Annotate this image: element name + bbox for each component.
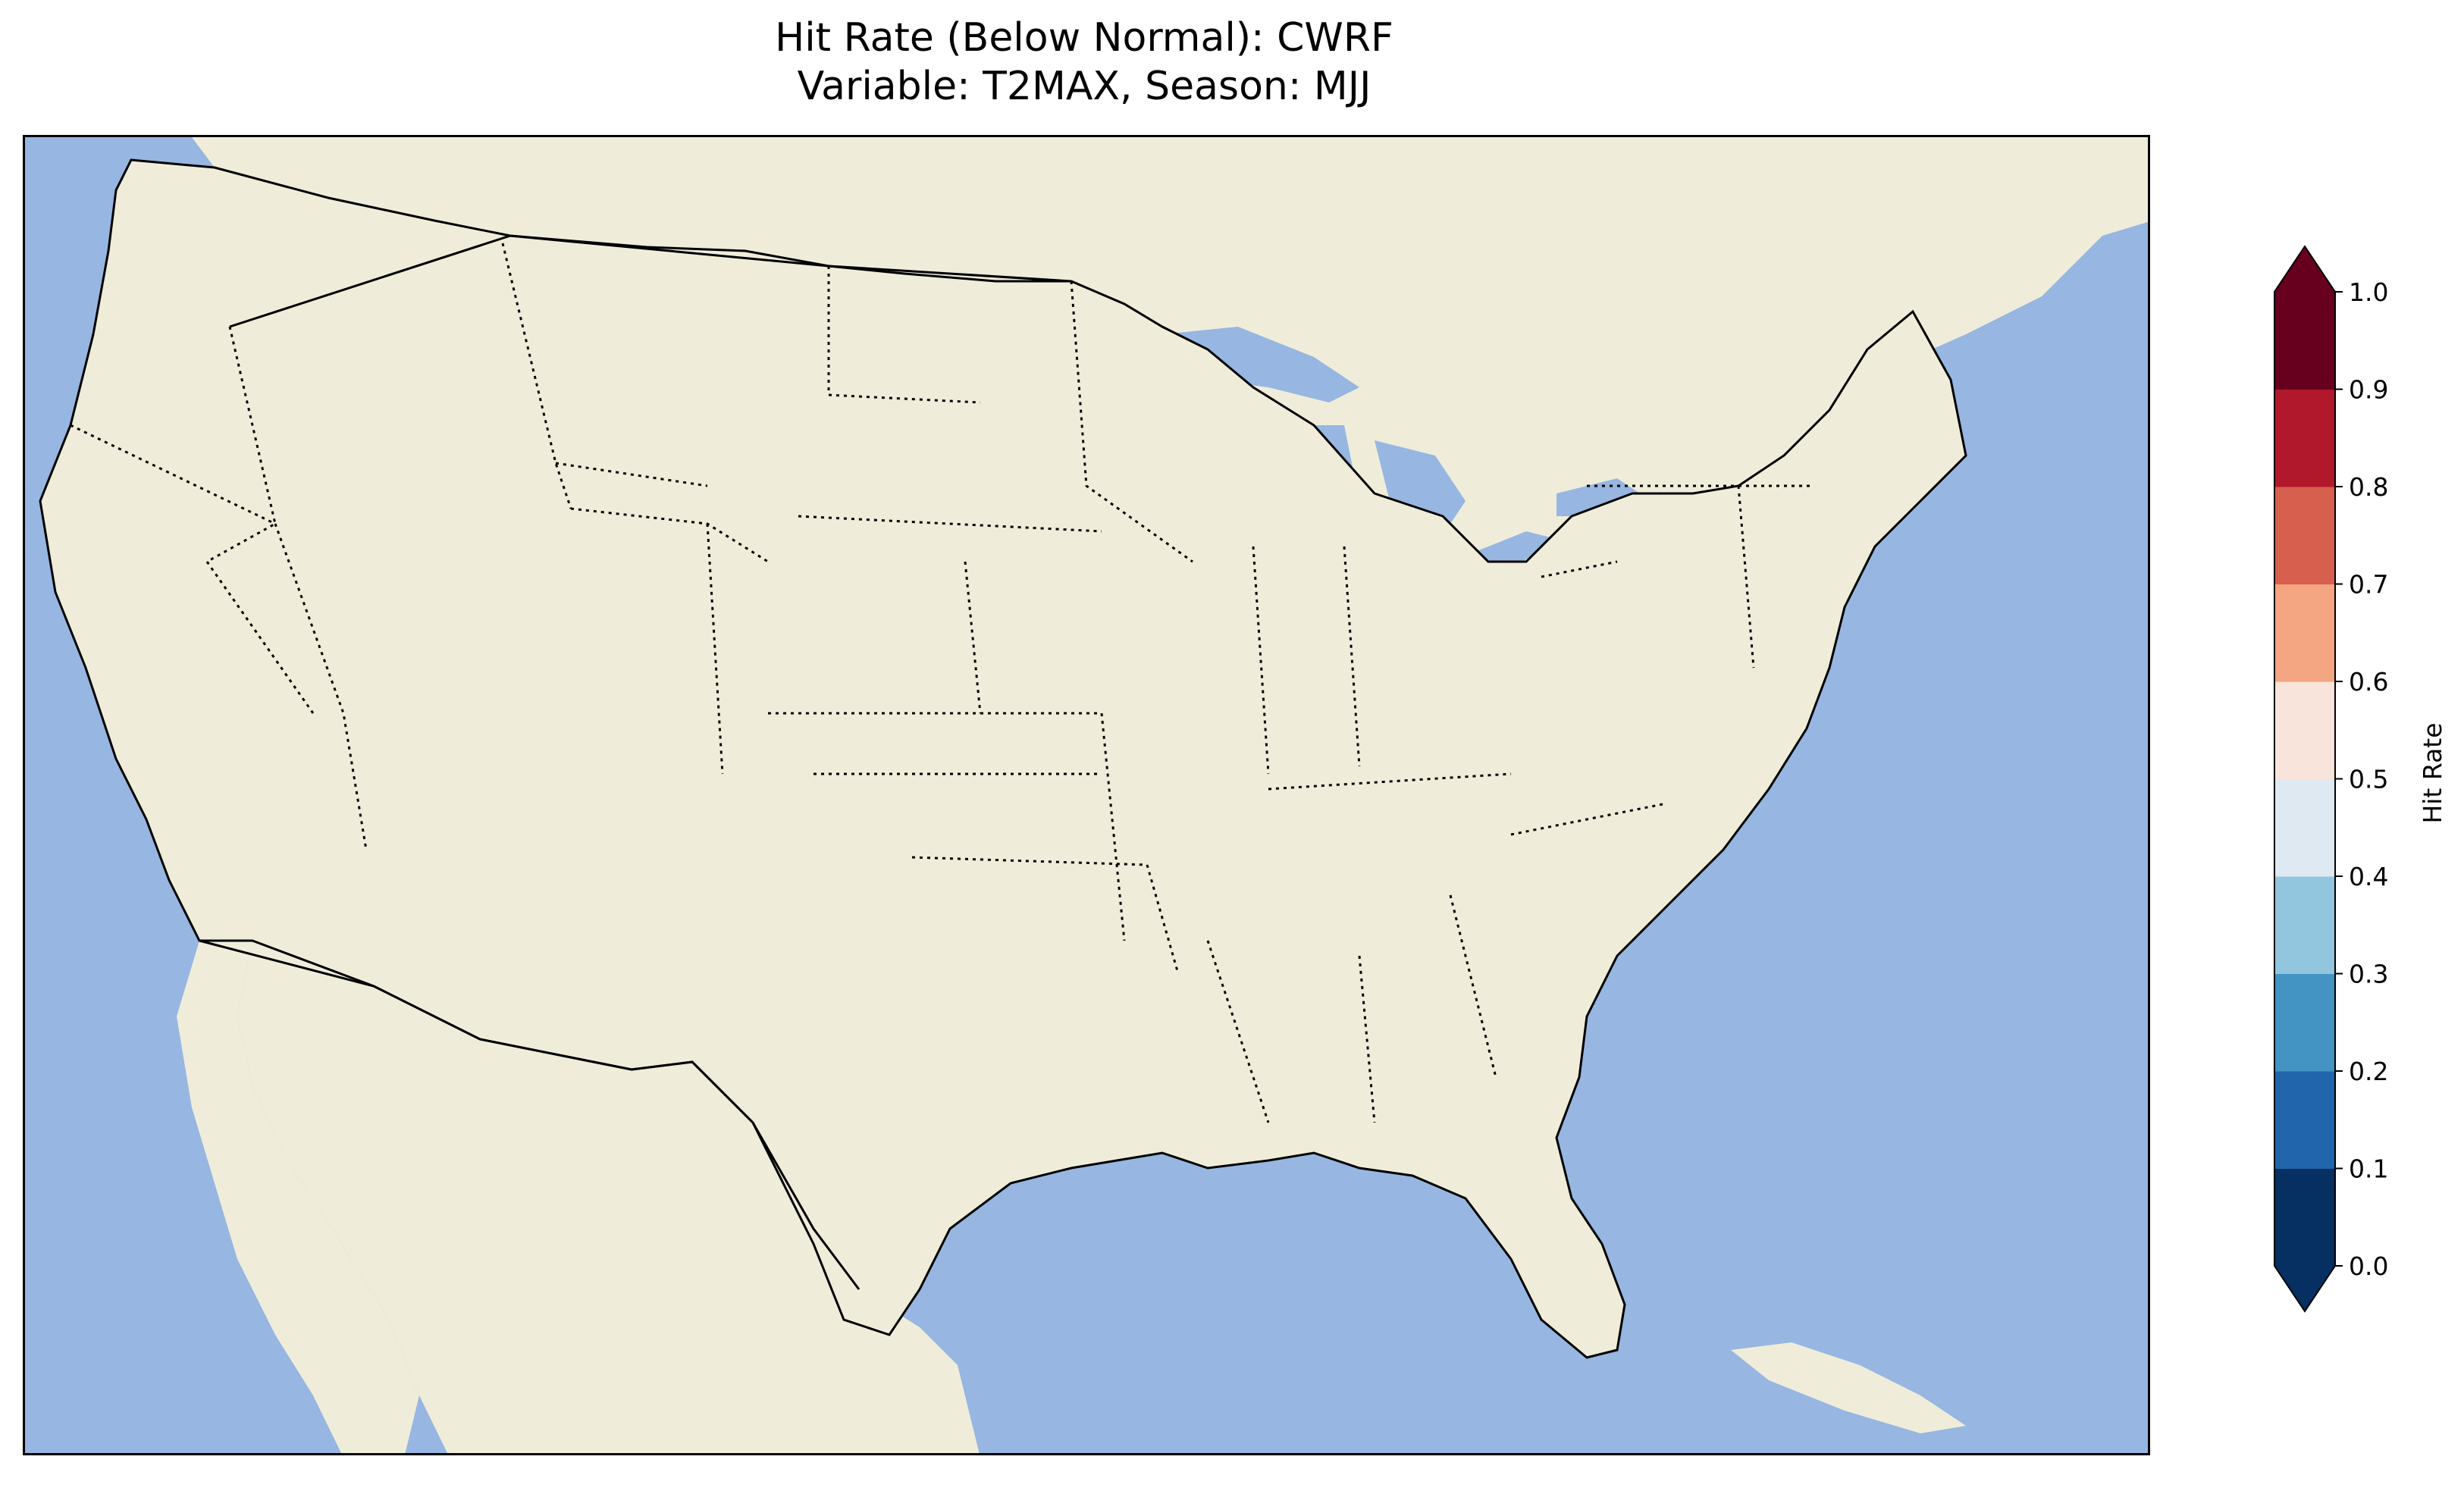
map-canvas: [25, 137, 2148, 1453]
lake-ontario: [1556, 478, 1640, 516]
colorbar-bin-2: [2274, 973, 2335, 1072]
state-line-17: [1146, 864, 1179, 972]
state-line-10: [798, 515, 1102, 533]
state-line-20: [1268, 772, 1512, 791]
state-line-21: [1541, 560, 1618, 578]
state-line-18: [1252, 546, 1270, 775]
mexico-land: [237, 941, 980, 1453]
state-line-12: [964, 561, 982, 714]
colorbar-tick-label: 0.7: [2349, 570, 2388, 600]
state-line-16: [911, 856, 1148, 866]
state-line-15: [1100, 713, 1126, 941]
state-line-26: [1358, 955, 1376, 1123]
colorbar-tick-label: 0.4: [2349, 862, 2388, 891]
colorbar-bin-9: [2274, 292, 2335, 390]
state-line-24: [1510, 803, 1663, 836]
state-line-9: [828, 393, 981, 404]
colorbar-tick-label: 0.9: [2349, 375, 2388, 405]
title-line-1: Hit Rate (Below Normal): CWRF: [775, 15, 1393, 61]
chart-title: Hit Rate (Below Normal): CWRF Variable: …: [0, 14, 2168, 111]
colorbar-tick-label: 0.1: [2349, 1154, 2388, 1184]
colorbar-bin-5: [2274, 681, 2335, 779]
colorbar-tick-label: 1.0: [2349, 277, 2388, 307]
colorbar-extend-over: [2274, 246, 2335, 292]
colorbar-ticks: 0.0 0.1 0.2 0.3 0.4 0.5 0.6 0.7 0.8 0.9 1.0: [2335, 277, 2388, 1281]
lake-superior: [1162, 327, 1359, 402]
colorbar-tick-label: 0.8: [2349, 472, 2388, 502]
state-line-11: [1070, 280, 1193, 563]
colorbar-label: Hit Rate: [2418, 722, 2447, 823]
state-line-23: [1737, 485, 1755, 669]
colorbar-bin-4: [2274, 778, 2335, 877]
colorbar-tick-label: 0.5: [2349, 765, 2388, 794]
title-line-2: Variable: T2MAX, Season: MJJ: [797, 64, 1372, 109]
colorbar-tick-label: 0.3: [2349, 960, 2388, 989]
mexico-border: [199, 939, 861, 1290]
canada-land: [25, 137, 2148, 562]
colorbar-bin-3: [2274, 876, 2335, 974]
colorbar-bin-8: [2274, 389, 2335, 487]
colorbar-tick-label: 0.0: [2349, 1251, 2388, 1281]
state-line-7: [555, 462, 708, 487]
colorbar-bin-7: [2274, 487, 2335, 584]
map-panel[interactable]: [23, 135, 2150, 1455]
state-line-27: [1449, 894, 1497, 1078]
canada-border: [229, 234, 1072, 328]
state-line-3: [205, 561, 315, 714]
colorbar-tick-label: 0.2: [2349, 1057, 2388, 1086]
cuba-land: [1731, 1342, 1966, 1433]
colorbar-tick-label: 0.6: [2349, 667, 2388, 697]
colorbar-extend-under: [2274, 1266, 2335, 1311]
colorbar-bins: [2274, 245, 2336, 1313]
colorbar-bin-6: [2274, 584, 2335, 682]
state-line-19: [1343, 546, 1361, 767]
baja-land: [177, 941, 419, 1453]
state-line-4: [501, 243, 572, 509]
state-line-25: [1206, 940, 1270, 1123]
colorbar-bin-1: [2274, 1071, 2335, 1169]
state-boundaries: [70, 243, 1814, 1123]
colorbar-bin-0: [2274, 1168, 2335, 1267]
